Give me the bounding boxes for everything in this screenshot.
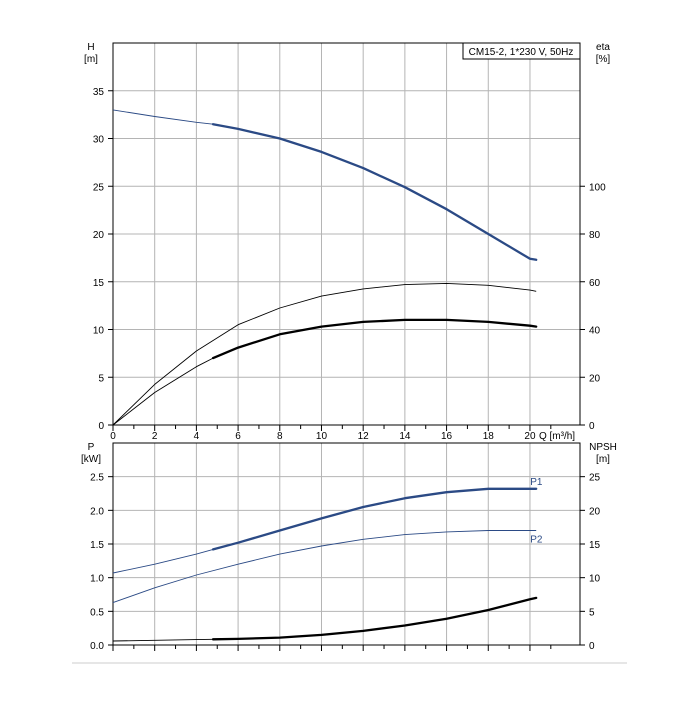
y-right-tick-label: 100 bbox=[589, 182, 606, 193]
plot-frame bbox=[112, 42, 581, 426]
title-box bbox=[462, 42, 581, 60]
x-axis-label: Q [m³/h] bbox=[539, 431, 575, 442]
y-right-tick-label: 0 bbox=[589, 641, 595, 652]
y-right-tick-label: 5 bbox=[589, 607, 595, 618]
y-tick-label: 10 bbox=[93, 326, 105, 337]
y-right-tick-label: 60 bbox=[589, 278, 601, 289]
plot-frame bbox=[112, 442, 581, 646]
x-tick-label: 6 bbox=[235, 431, 241, 442]
x-tick-label: 2 bbox=[152, 431, 158, 442]
x-tick-label: 10 bbox=[316, 431, 328, 442]
series-operating-range bbox=[211, 487, 538, 551]
series-operating-range bbox=[211, 123, 538, 261]
y-right-axis-unit: [%] bbox=[596, 54, 611, 65]
series-line bbox=[112, 319, 537, 426]
y-right-axis-label: eta bbox=[596, 42, 610, 53]
y-tick-label: 2.0 bbox=[90, 506, 104, 517]
y-tick-label: 0.5 bbox=[90, 607, 104, 618]
y-right-axis-unit: [m] bbox=[596, 454, 610, 465]
y-right-tick-label: 20 bbox=[589, 373, 601, 384]
y-right-tick-label: 10 bbox=[589, 574, 601, 585]
y-tick-label: 20 bbox=[93, 230, 105, 241]
y-axis-label: H bbox=[87, 42, 94, 53]
x-tick-label: 18 bbox=[483, 431, 495, 442]
y-right-tick-label: 0 bbox=[589, 421, 595, 432]
y-tick-label: 15 bbox=[93, 278, 105, 289]
y-tick-label: 0 bbox=[98, 421, 104, 432]
y-right-tick-label: 80 bbox=[589, 230, 601, 241]
x-tick-label: 4 bbox=[194, 431, 200, 442]
x-tick-label: 14 bbox=[399, 431, 411, 442]
x-tick-label: 12 bbox=[358, 431, 370, 442]
series-operating-range bbox=[211, 318, 538, 360]
y-axis-unit: [m] bbox=[84, 54, 98, 65]
y-right-tick-label: 40 bbox=[589, 326, 601, 337]
series-operating-range bbox=[211, 596, 538, 641]
y-axis-unit: [kW] bbox=[81, 454, 101, 465]
y-right-tick-label: 25 bbox=[589, 473, 601, 484]
y-tick-label: 5 bbox=[98, 373, 104, 384]
y-tick-label: 1.0 bbox=[90, 574, 104, 585]
series-line bbox=[112, 109, 537, 261]
series-label: P1 bbox=[530, 477, 543, 488]
y-right-tick-label: 20 bbox=[589, 506, 601, 517]
y-right-axis-label: NPSH bbox=[589, 442, 617, 453]
series-label: P2 bbox=[530, 535, 543, 546]
chart-title: CM15-2, 1*230 V, 50Hz bbox=[469, 47, 574, 58]
x-tick-label: 20 bbox=[524, 431, 536, 442]
series-line bbox=[112, 530, 537, 604]
y-tick-label: 25 bbox=[93, 182, 105, 193]
y-tick-label: 1.5 bbox=[90, 540, 104, 551]
y-right-tick-label: 15 bbox=[589, 540, 601, 551]
y-axis-label: P bbox=[88, 442, 95, 453]
y-tick-label: 2.5 bbox=[90, 473, 104, 484]
x-tick-label: 16 bbox=[441, 431, 453, 442]
x-tick-label: 8 bbox=[277, 431, 283, 442]
x-tick-label: 0 bbox=[110, 431, 116, 442]
y-tick-label: 35 bbox=[93, 87, 105, 98]
y-tick-label: 0.0 bbox=[90, 641, 104, 652]
y-tick-label: 30 bbox=[93, 135, 105, 146]
series-line bbox=[112, 282, 537, 426]
